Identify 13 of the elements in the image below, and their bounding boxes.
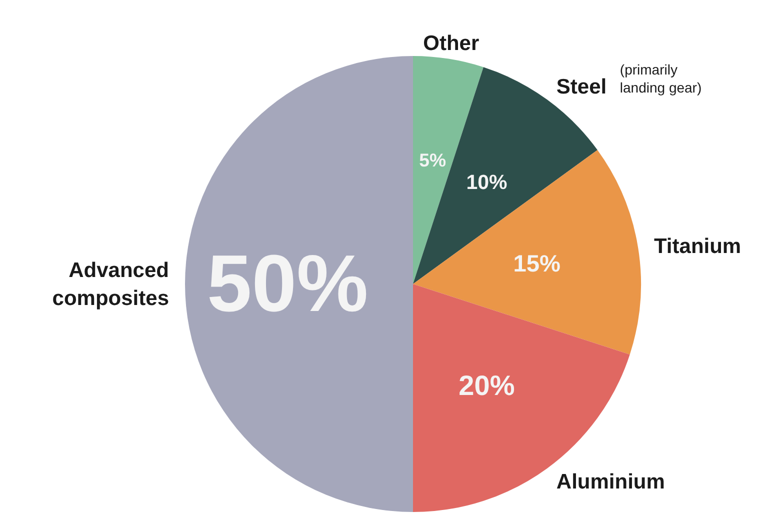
slice-label: Titanium	[654, 234, 742, 258]
slice-label: Other	[423, 32, 480, 55]
data-label: 15%	[513, 251, 560, 278]
pie-slice	[413, 150, 641, 354]
slice-label: Aluminium	[556, 470, 665, 493]
slice-label: Steel	[556, 75, 607, 98]
text: (primarily landing gear)	[620, 62, 702, 96]
pie-slice	[185, 56, 413, 512]
data-label: 10%	[466, 171, 508, 194]
data-label: 5%	[419, 150, 447, 171]
data-label: 20%	[458, 370, 515, 401]
slice-label: Advanced composites	[52, 258, 169, 310]
data-label: 50%	[207, 239, 368, 329]
